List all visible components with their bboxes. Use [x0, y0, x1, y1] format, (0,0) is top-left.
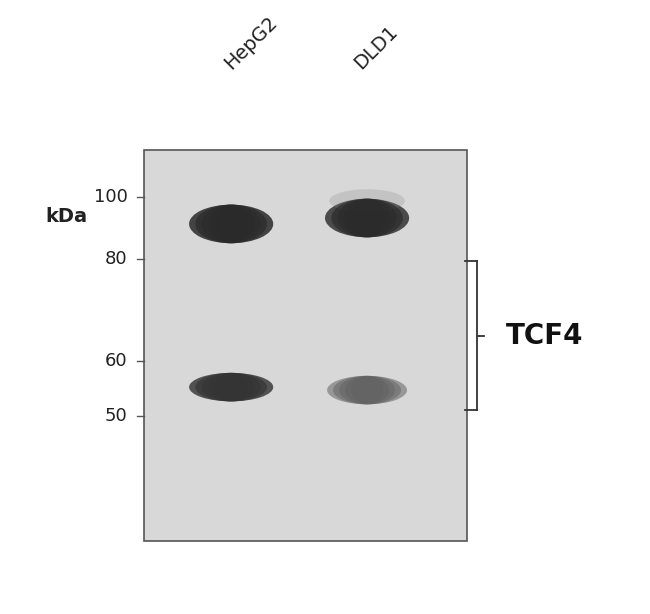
- Ellipse shape: [189, 204, 273, 243]
- Text: HepG2: HepG2: [221, 12, 281, 72]
- Text: TCF4: TCF4: [506, 322, 584, 350]
- Ellipse shape: [208, 373, 254, 402]
- Text: DLD1: DLD1: [350, 21, 401, 72]
- Text: 60: 60: [105, 352, 127, 370]
- Text: 100: 100: [94, 188, 127, 206]
- Ellipse shape: [351, 376, 383, 405]
- Ellipse shape: [208, 204, 254, 243]
- Text: 80: 80: [105, 251, 127, 268]
- Ellipse shape: [339, 376, 395, 405]
- Ellipse shape: [202, 373, 261, 402]
- Ellipse shape: [196, 204, 267, 243]
- Ellipse shape: [332, 199, 403, 237]
- Ellipse shape: [189, 373, 273, 402]
- Text: 50: 50: [105, 407, 127, 425]
- Ellipse shape: [202, 204, 261, 243]
- Ellipse shape: [350, 199, 384, 237]
- Ellipse shape: [337, 199, 396, 237]
- Ellipse shape: [344, 199, 390, 237]
- Ellipse shape: [214, 373, 248, 402]
- Ellipse shape: [196, 373, 267, 402]
- Ellipse shape: [333, 376, 401, 405]
- Ellipse shape: [325, 199, 409, 237]
- Ellipse shape: [345, 376, 389, 405]
- Ellipse shape: [214, 204, 248, 243]
- Text: kDa: kDa: [45, 207, 87, 226]
- FancyBboxPatch shape: [144, 150, 467, 542]
- Ellipse shape: [329, 189, 405, 212]
- Ellipse shape: [327, 376, 407, 405]
